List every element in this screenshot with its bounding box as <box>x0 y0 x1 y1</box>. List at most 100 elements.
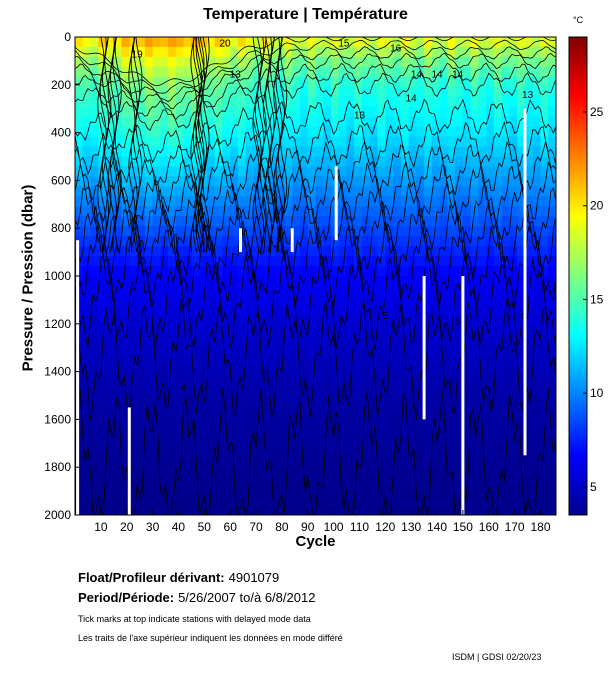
field-cell <box>400 196 410 207</box>
field-cell <box>354 355 363 367</box>
field-cell <box>323 166 332 178</box>
field-cell <box>113 46 123 58</box>
field-cell <box>222 126 231 138</box>
field-cell <box>121 246 130 257</box>
field-cell <box>532 156 542 168</box>
field-cell <box>292 405 301 417</box>
field-cell <box>354 475 363 486</box>
field-cell <box>230 395 239 407</box>
field-cell <box>152 116 161 128</box>
field-cell <box>416 375 425 387</box>
field-cell <box>268 246 278 257</box>
field-cell <box>206 365 216 377</box>
field-cell <box>191 415 200 426</box>
field-cell <box>299 266 309 277</box>
contour-label: 5 <box>455 317 461 328</box>
field-cell <box>245 365 255 377</box>
field-cell <box>299 345 309 357</box>
field-cell <box>160 455 169 466</box>
field-cell <box>299 355 309 367</box>
eddy-contour <box>252 37 260 253</box>
field-cell <box>369 176 379 187</box>
field-cell <box>245 485 255 496</box>
field-cell <box>121 495 130 506</box>
field-cell <box>90 46 99 58</box>
field-cell <box>447 415 456 426</box>
field-cell <box>346 415 355 426</box>
field-cell <box>222 136 231 148</box>
field-cell <box>369 196 379 207</box>
field-cell <box>540 266 549 277</box>
field-cell <box>532 246 542 257</box>
field-cell <box>268 465 278 476</box>
field-cell <box>470 365 480 377</box>
field-cell <box>253 375 262 387</box>
field-cell <box>393 37 402 48</box>
field-cell <box>315 166 324 178</box>
field-cell <box>253 355 262 367</box>
field-cell <box>455 395 464 407</box>
field-cell <box>393 106 402 118</box>
field-cell <box>431 405 441 417</box>
field-cell <box>408 485 417 496</box>
field-cell <box>431 126 441 138</box>
field-cell <box>307 266 317 277</box>
field-cell <box>431 345 441 357</box>
field-cell <box>137 206 146 217</box>
field-cell <box>315 86 324 98</box>
field-cell <box>408 37 417 48</box>
field-cell <box>540 415 549 426</box>
field-cell <box>346 126 355 138</box>
field-cell <box>439 236 448 247</box>
field-cell <box>540 37 549 48</box>
field-cell <box>82 495 92 506</box>
field-cell <box>292 126 301 138</box>
field-cell <box>284 375 293 387</box>
field-cell <box>261 96 270 108</box>
field-cell <box>168 495 177 506</box>
field-cell <box>416 166 425 178</box>
field-cell <box>439 465 448 476</box>
field-cell <box>261 495 270 506</box>
field-cell <box>106 475 115 486</box>
field-cell <box>98 475 107 486</box>
field-cell <box>175 325 185 337</box>
field-cell <box>307 455 317 466</box>
field-cell <box>462 385 472 397</box>
field-cell <box>377 216 386 227</box>
field-cell <box>206 66 216 78</box>
field-cell <box>106 435 115 446</box>
field-cell <box>113 395 123 407</box>
field-cell <box>90 156 99 168</box>
field-cell <box>98 285 107 297</box>
field-cell <box>400 166 410 178</box>
field-cell <box>532 266 542 277</box>
field-cell <box>152 295 161 307</box>
field-cell <box>230 76 239 88</box>
field-cell <box>447 375 456 387</box>
field-cell <box>393 315 402 327</box>
field-cell <box>191 335 200 347</box>
field-cell <box>98 216 107 227</box>
field-cell <box>129 345 138 357</box>
field-cell <box>462 216 472 227</box>
field-cell <box>393 146 402 158</box>
field-cell <box>346 196 355 207</box>
field-cell <box>478 405 487 417</box>
field-cell <box>222 475 231 486</box>
field-cell <box>362 56 371 68</box>
field-cell <box>331 305 340 317</box>
field-cell <box>323 485 332 496</box>
field-cell <box>532 96 542 108</box>
field-cell <box>144 126 154 138</box>
field-cell <box>455 305 464 317</box>
field-cell <box>113 405 123 417</box>
field-cell <box>137 465 146 476</box>
field-cell <box>385 475 394 486</box>
field-cell <box>532 395 542 407</box>
field-cell <box>501 96 511 108</box>
field-cell <box>191 37 200 48</box>
field-cell <box>168 56 177 68</box>
field-cell <box>183 66 192 78</box>
field-cell <box>113 266 123 277</box>
